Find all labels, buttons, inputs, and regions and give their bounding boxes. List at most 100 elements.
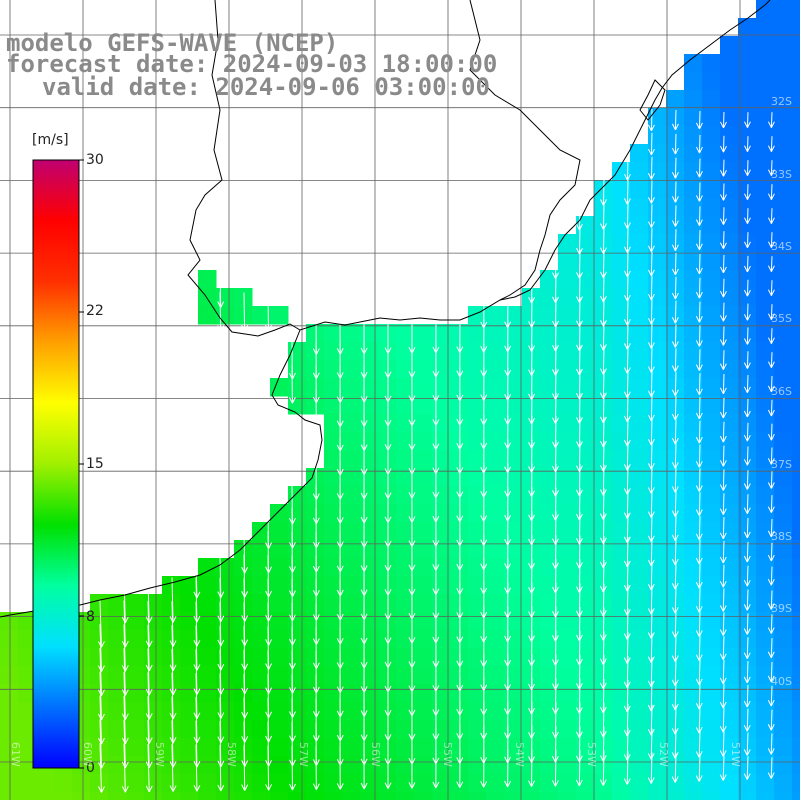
wind-speed-cell (306, 756, 325, 775)
arrow-icon (671, 348, 679, 372)
wind-speed-cell (342, 522, 361, 541)
wind-speed-cell (450, 648, 469, 667)
arrow-icon (743, 541, 751, 563)
wind-speed-cell (738, 108, 757, 127)
wind-speed-cell (18, 738, 37, 757)
wind-speed-cell (792, 648, 800, 667)
wind-speed-cell (342, 558, 361, 577)
wind-speed-cell (774, 684, 793, 703)
arrow-icon (623, 751, 631, 785)
wind-speed-cell (630, 162, 649, 181)
wind-speed-cell (234, 630, 253, 649)
wind-speed-cell (144, 720, 163, 739)
wind-speed-cell (360, 630, 379, 649)
wind-speed-cell (684, 756, 703, 775)
colorbar-tick-0: 0 (86, 760, 95, 776)
wind-speed-cell (540, 342, 559, 361)
wind-speed-cell (126, 702, 145, 721)
wind-speed-cell (180, 594, 199, 613)
wind-speed-cell (162, 684, 181, 703)
wind-speed-cell (216, 648, 235, 667)
arrow-icon (767, 733, 775, 755)
wind-speed-cell (234, 774, 253, 793)
wind-speed-cell (270, 576, 289, 595)
wind-speed-cell (504, 504, 523, 523)
wind-speed-cell (216, 576, 235, 595)
wind-speed-cell (738, 36, 757, 55)
wind-speed-cell (666, 558, 685, 577)
wind-speed-cell (324, 468, 343, 487)
wind-speed-cell (738, 126, 757, 145)
wind-speed-cell (558, 360, 577, 379)
wind-speed-cell (702, 108, 721, 127)
wind-speed-cell (756, 396, 775, 415)
lon-label-52w: 52W (657, 742, 670, 767)
wind-speed-cell (684, 72, 703, 91)
wind-speed-cell (540, 414, 559, 433)
wind-speed-cell (342, 612, 361, 631)
wind-speed-cell (630, 144, 649, 163)
wind-speed-cell (792, 90, 800, 109)
wind-speed-cell (486, 486, 505, 505)
wind-speed-cell (774, 18, 793, 37)
wind-speed-cell (756, 180, 775, 199)
wind-speed-cell (414, 450, 433, 469)
wind-speed-cell (576, 270, 595, 289)
wind-speed-cell (90, 702, 109, 721)
wind-speed-cell (18, 684, 37, 703)
arrow-icon (288, 364, 296, 404)
wind-speed-cell (558, 558, 577, 577)
wind-speed-cell (756, 648, 775, 667)
lat-label-39s: 39S (771, 602, 792, 615)
wind-speed-cell (756, 270, 775, 289)
wind-speed-cell (432, 522, 451, 541)
wind-speed-cell (702, 522, 721, 541)
wind-speed-cell (774, 324, 793, 343)
wind-speed-cell (792, 396, 800, 415)
wind-speed-cell (252, 792, 271, 800)
wind-speed-cell (666, 198, 685, 217)
wind-speed-cell (504, 594, 523, 613)
wind-speed-cell (414, 468, 433, 487)
wind-speed-cell (612, 198, 631, 217)
wind-speed-cell (684, 216, 703, 235)
wind-speed-cell (792, 306, 800, 325)
wind-speed-cell (630, 540, 649, 559)
wind-speed-cell (558, 720, 577, 739)
wind-speed-cell (396, 414, 415, 433)
wind-speed-cell (792, 468, 800, 487)
wind-speed-cell (378, 396, 397, 415)
wind-speed-cell (486, 468, 505, 487)
wind-speed-cell (468, 792, 487, 800)
wind-speed-cell (666, 180, 685, 199)
wind-speed-cell (684, 504, 703, 523)
wind-speed-cell (270, 522, 289, 541)
wind-speed-cell (414, 432, 433, 451)
map-title-forecast-date: forecast date: 2024-09-03 18:00:00 (6, 50, 498, 78)
lon-label-53w: 53W (585, 742, 598, 767)
wind-speed-cell (630, 342, 649, 361)
wind-speed-cell (720, 216, 739, 235)
wind-speed-cell (558, 414, 577, 433)
wind-speed-cell (360, 378, 379, 397)
wind-speed-cell (378, 414, 397, 433)
wind-speed-cell (702, 738, 721, 757)
wind-speed-cell (612, 630, 631, 649)
wind-speed-cell (684, 108, 703, 127)
wind-speed-cell (288, 684, 307, 703)
wind-speed-cell (540, 774, 559, 793)
wind-speed-cell (702, 54, 721, 73)
wind-speed-cell (720, 540, 739, 559)
wind-speed-cell (486, 648, 505, 667)
wind-speed-cell (342, 486, 361, 505)
lat-label-36s: 36S (771, 385, 792, 398)
wind-speed-cell (558, 738, 577, 757)
wind-speed-cell (504, 702, 523, 721)
wind-speed-cell (756, 342, 775, 361)
arrow-icon (671, 443, 679, 469)
wind-speed-cell (378, 576, 397, 595)
wind-speed-cell (576, 774, 595, 793)
wind-speed-cell (720, 324, 739, 343)
wind-speed-cell (198, 720, 217, 739)
wind-speed-cell (792, 756, 800, 775)
